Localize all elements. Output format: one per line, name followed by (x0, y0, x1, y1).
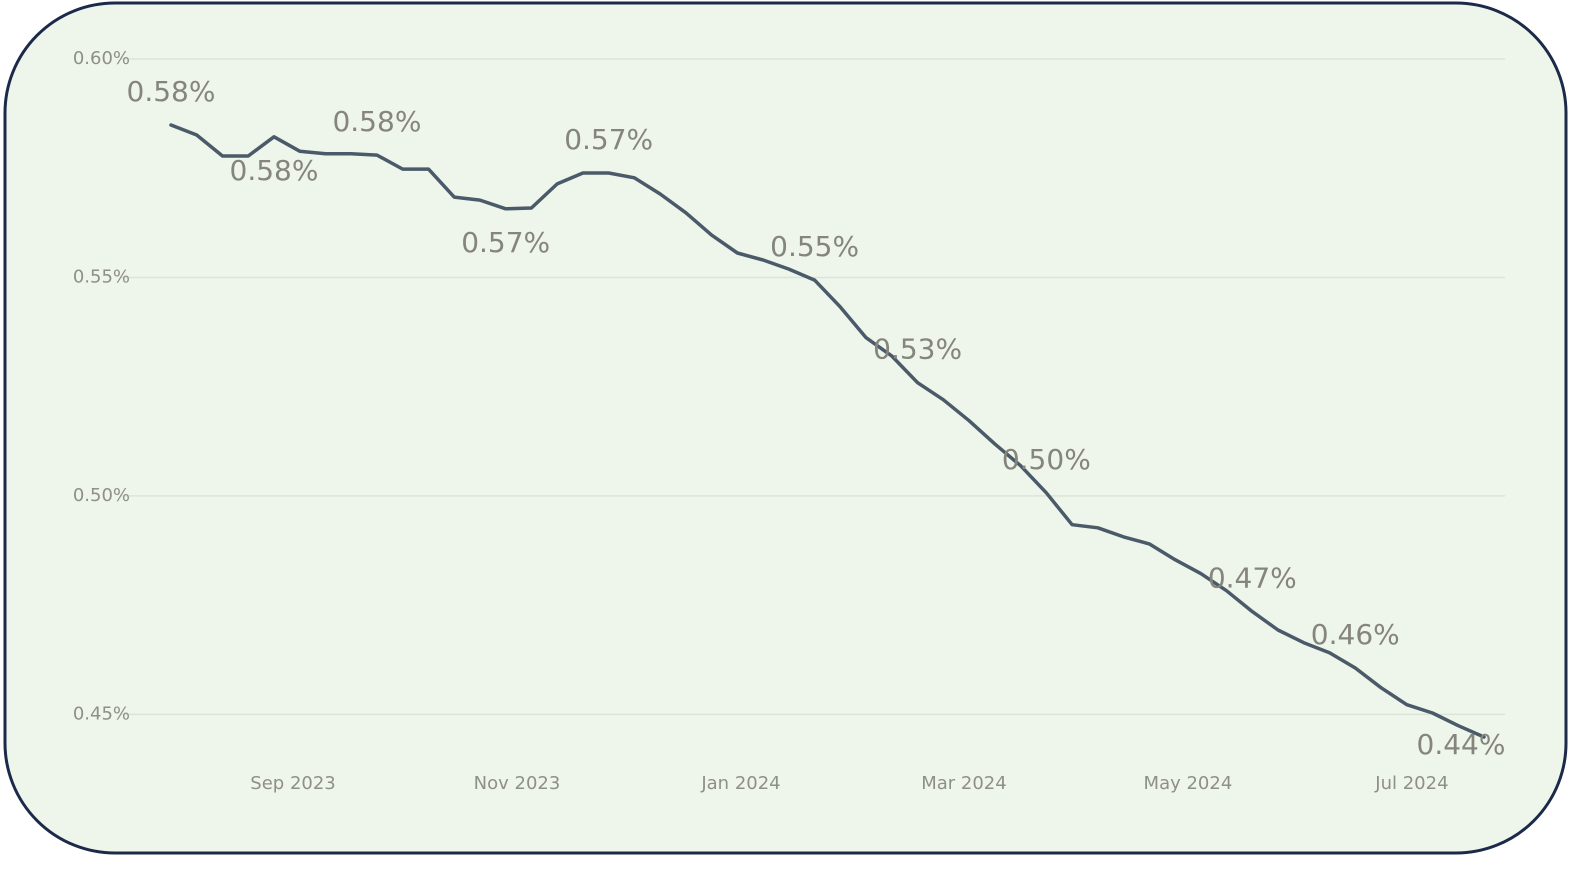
data-label: 0.57% (461, 226, 550, 259)
x-tick-label: Jan 2024 (700, 773, 780, 794)
card-background (3, 1, 1568, 855)
y-tick-label: 0.55% (73, 266, 130, 287)
x-tick-label: Jul 2024 (1374, 773, 1448, 794)
data-label: 0.58% (230, 154, 319, 187)
y-tick-label: 0.50% (73, 485, 130, 506)
data-label: 0.53% (873, 333, 962, 366)
data-label: 0.58% (332, 105, 421, 138)
data-label: 0.58% (127, 75, 216, 108)
data-label: 0.44% (1417, 728, 1506, 761)
x-tick-label: Mar 2024 (921, 773, 1007, 794)
data-label: 0.46% (1311, 618, 1400, 651)
data-label: 0.55% (770, 230, 859, 263)
x-tick-label: Nov 2023 (474, 773, 561, 794)
data-label: 0.47% (1208, 562, 1297, 595)
x-tick-label: Sep 2023 (250, 773, 335, 794)
data-label: 0.50% (1002, 443, 1091, 476)
data-line (169, 123, 1486, 739)
data-label: 0.57% (564, 123, 653, 156)
y-tick-label: 0.45% (73, 703, 130, 724)
x-tick-label: May 2024 (1144, 773, 1233, 794)
y-tick-label: 0.60% (73, 48, 130, 69)
